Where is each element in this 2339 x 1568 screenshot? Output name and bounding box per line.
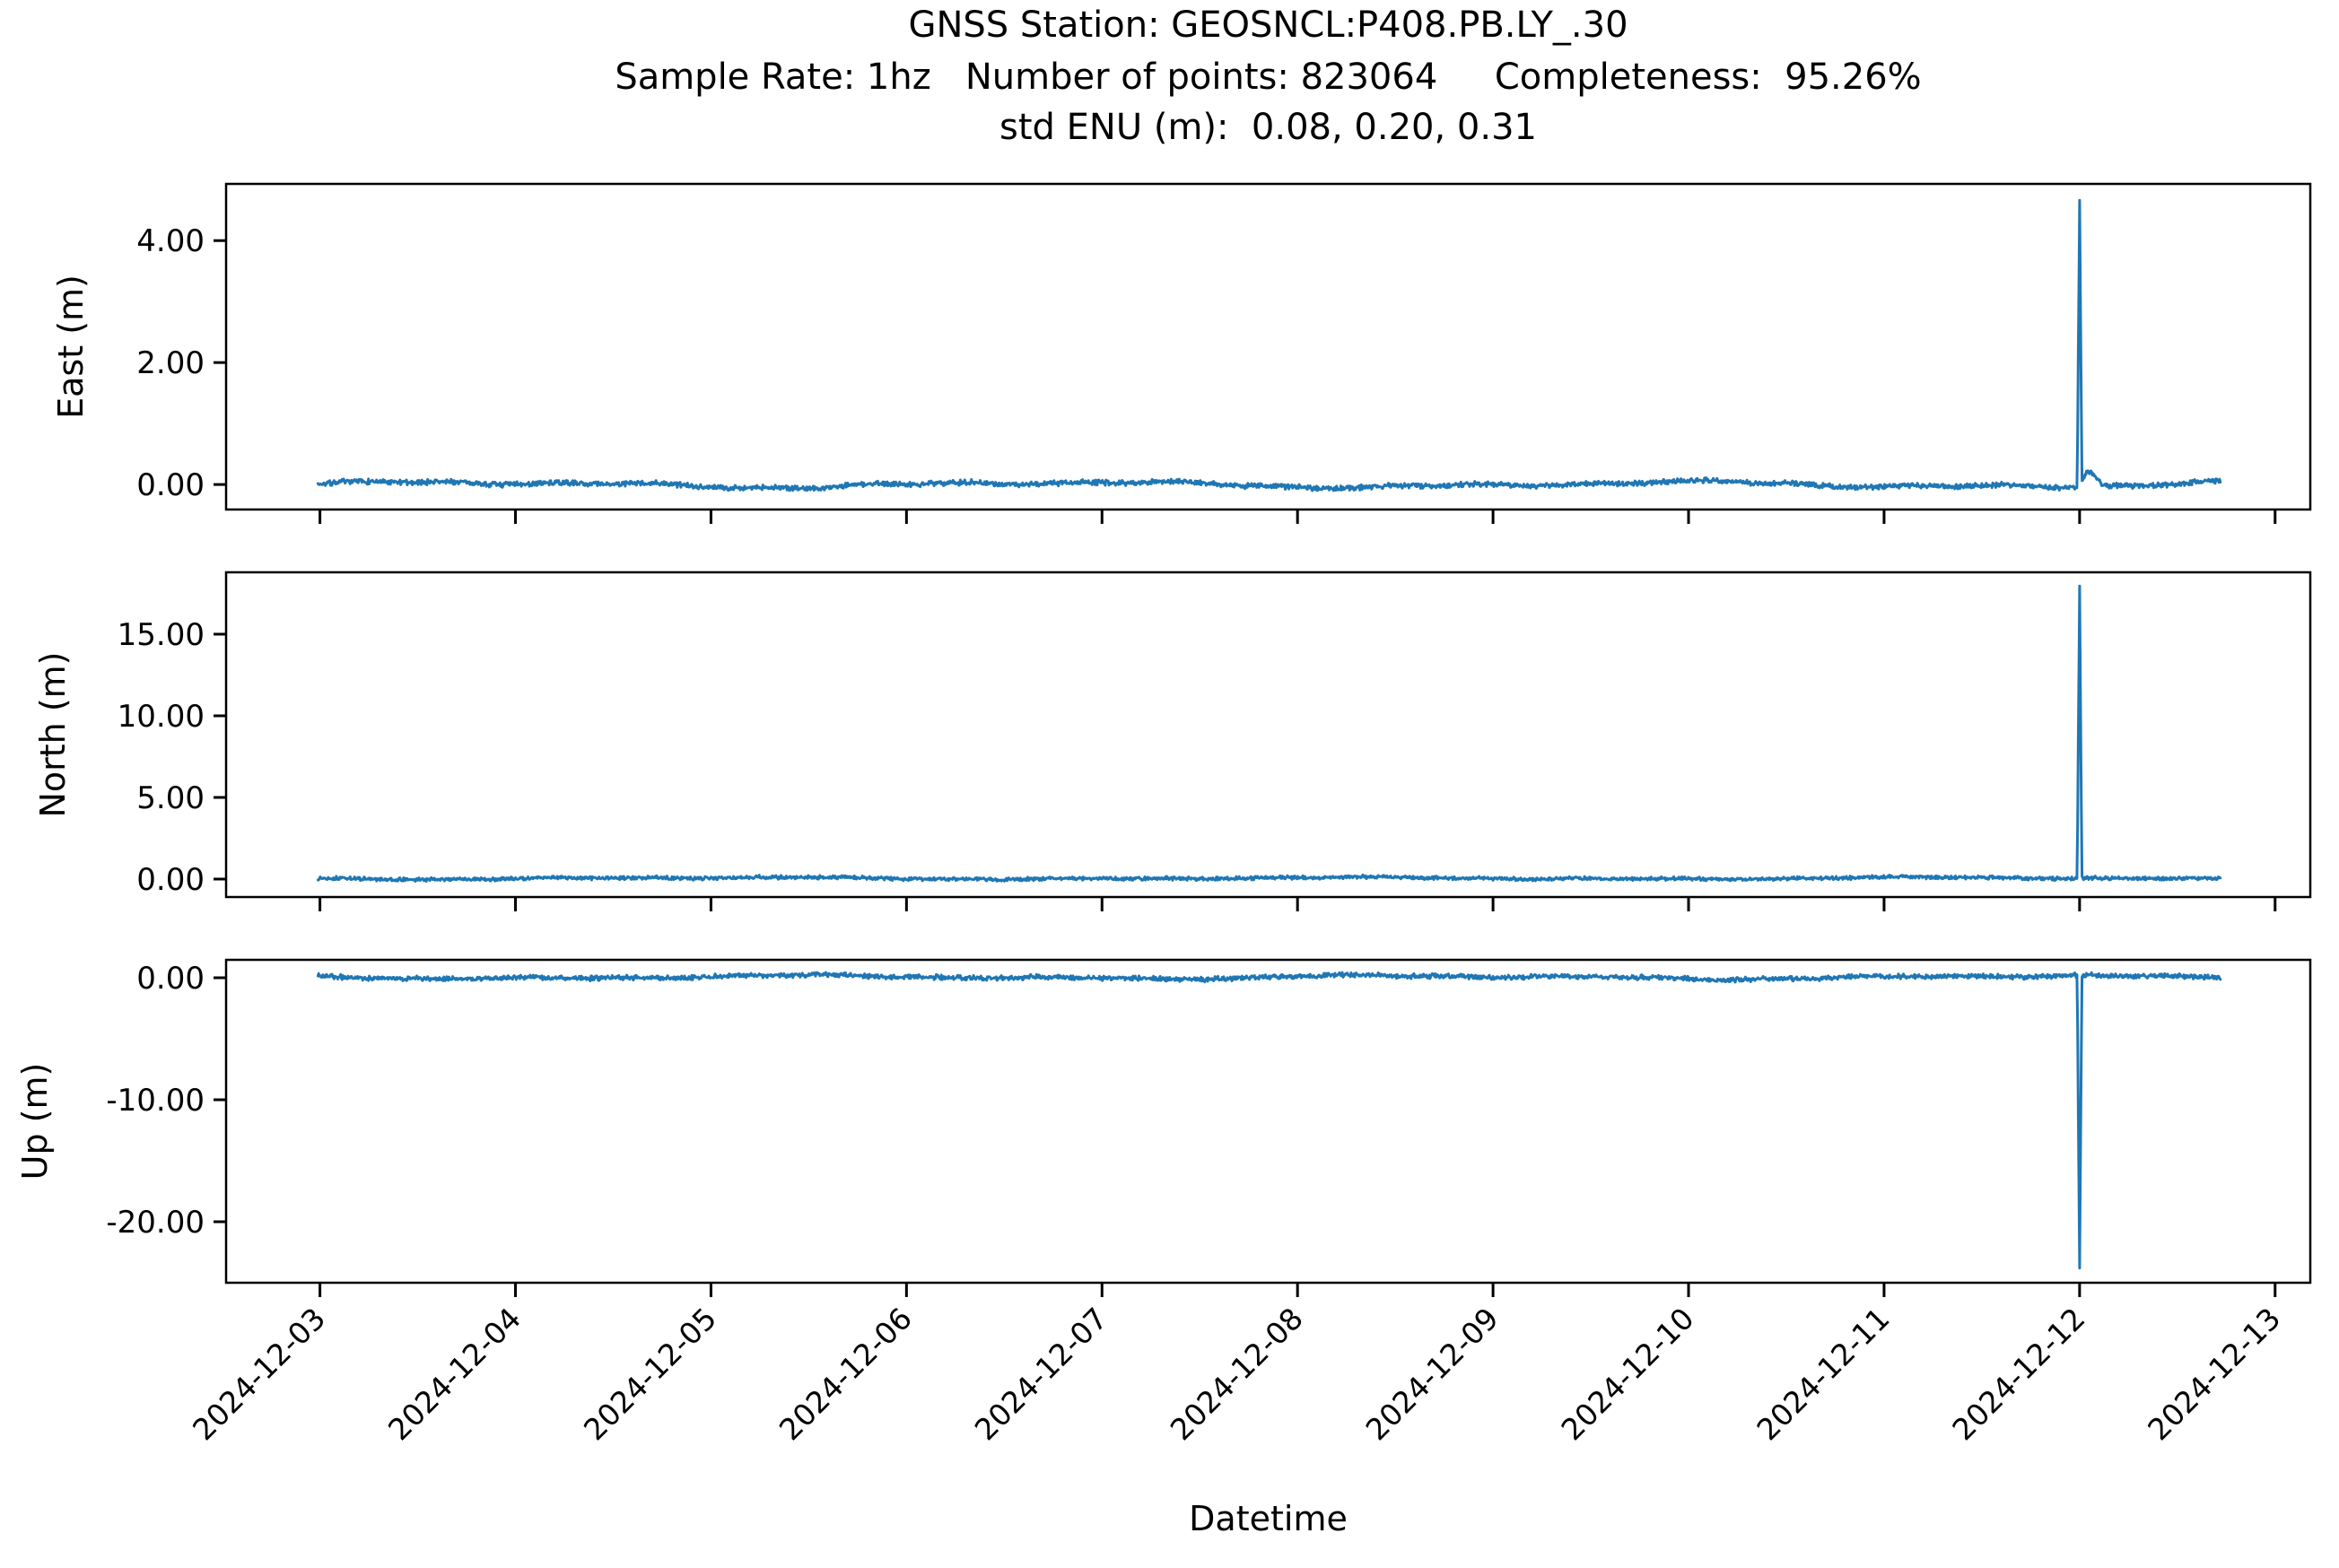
east-axis-label: East (m) bbox=[51, 274, 91, 419]
north-y-tick-label: 10.00 bbox=[118, 699, 205, 735]
up-axes-spine bbox=[224, 958, 2312, 1285]
x-tick-label: 2024-12-13 bbox=[2141, 1301, 2287, 1447]
x-tick-label: 2024-12-04 bbox=[381, 1301, 528, 1447]
north-axis-label: North (m) bbox=[33, 651, 73, 817]
north-axes-spine bbox=[224, 571, 2312, 899]
x-axis-label: Datetime bbox=[1189, 1499, 1348, 1538]
x-tick-label: 2024-12-07 bbox=[968, 1301, 1114, 1447]
x-tick-label: 2024-12-10 bbox=[1554, 1301, 1700, 1447]
up-y-tick-label: -20.00 bbox=[106, 1205, 205, 1241]
x-tick-label: 2024-12-08 bbox=[1164, 1301, 1310, 1447]
up-y-tick-label: -10.00 bbox=[106, 1083, 205, 1119]
east-y-tick-label: 2.00 bbox=[136, 345, 205, 381]
x-tick-label: 2024-12-09 bbox=[1359, 1301, 1506, 1447]
x-tick-label: 2024-12-05 bbox=[577, 1301, 723, 1447]
east-data-line bbox=[316, 198, 2222, 492]
up-data-line bbox=[316, 971, 2222, 1270]
chart-title-line1: GNSS Station: GEOSNCL:P408.PB.LY_.30 bbox=[908, 4, 1628, 46]
north-data-line bbox=[316, 584, 2222, 884]
up-axis-label: Up (m) bbox=[15, 1063, 55, 1180]
x-tick-label: 2024-12-03 bbox=[186, 1301, 332, 1447]
up-y-tick-label: 0.00 bbox=[136, 961, 205, 997]
east-y-tick-label: 4.00 bbox=[136, 223, 205, 259]
x-tick-label: 2024-12-12 bbox=[1945, 1301, 2091, 1447]
north-y-tick-label: 5.00 bbox=[136, 780, 205, 816]
chart-title-line3: std ENU (m): 0.08, 0.20, 0.31 bbox=[999, 107, 1537, 148]
north-y-tick-label: 15.00 bbox=[118, 617, 205, 653]
east-y-tick-label: 0.00 bbox=[136, 467, 205, 503]
x-tick-label: 2024-12-11 bbox=[1750, 1301, 1896, 1447]
chart-title-line2: Sample Rate: 1hz Number of points: 82306… bbox=[615, 57, 1922, 98]
north-y-tick-label: 0.00 bbox=[136, 862, 205, 898]
east-axes-spine bbox=[224, 182, 2312, 511]
x-tick-label: 2024-12-06 bbox=[772, 1301, 919, 1447]
